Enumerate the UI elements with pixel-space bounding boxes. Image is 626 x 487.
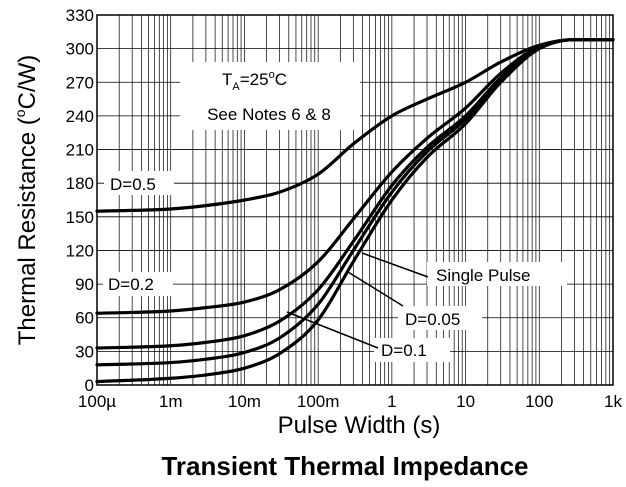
ambient-temperature-label: TA=25oC [222,69,287,93]
chart-title: Transient Thermal Impedance [161,451,528,481]
y-tick-label: 120 [66,241,94,260]
notes-label: See Notes 6 & 8 [207,105,331,124]
y-tick-label: 30 [75,342,94,361]
y-tick-label: 240 [66,107,94,126]
x-axis-title: Pulse Width (s) [278,412,441,439]
single-pulse-leader [361,252,429,278]
x-tick-label: 10m [228,392,261,411]
x-tick-label: 1 [387,392,396,411]
d01-leader [286,311,379,349]
conditions-box-background [180,62,360,130]
y-tick-label: 300 [66,40,94,59]
y-tick-label: 150 [66,208,94,227]
label-background-d05 [104,171,174,195]
d005-leader [347,271,404,307]
curve-label-single-pulse: Single Pulse [436,266,531,285]
curve-label-d02: D=0.2 [108,275,154,294]
plot-frame [96,14,614,386]
tick-labels: 0 30 60 90 120 150 180 210 240 270 300 330 100µ 1m 10m… [66,6,623,411]
label-background-d005 [398,306,482,330]
curve-label-d005: D=0.05 [405,310,460,329]
y-tick-label: 0 [85,376,94,395]
x-tick-label: 100m [297,392,340,411]
y-tick-label: 270 [66,73,94,92]
curve-label-d05: D=0.5 [110,175,156,194]
x-tick-label: 100 [525,392,553,411]
y-tick-label: 90 [75,275,94,294]
y-tick-label: 180 [66,174,94,193]
series-single-pulse [95,38,615,384]
curve-group [95,38,615,384]
y-tick-label: 60 [75,309,94,328]
x-tick-label: 1k [604,392,622,411]
label-background-single-pulse [427,262,567,286]
label-background-d01 [374,338,450,362]
x-tick-label: 100µ [78,392,116,411]
y-tick-label: 330 [66,6,94,25]
x-tick-label: 10 [456,392,475,411]
x-tick-label: 1m [159,392,183,411]
curve-label-d01: D=0.1 [381,341,427,360]
label-background-d02 [103,272,173,296]
y-tick-label: 210 [66,141,94,160]
y-axis-title: Thermal Resistance (oC/W) [12,55,41,346]
